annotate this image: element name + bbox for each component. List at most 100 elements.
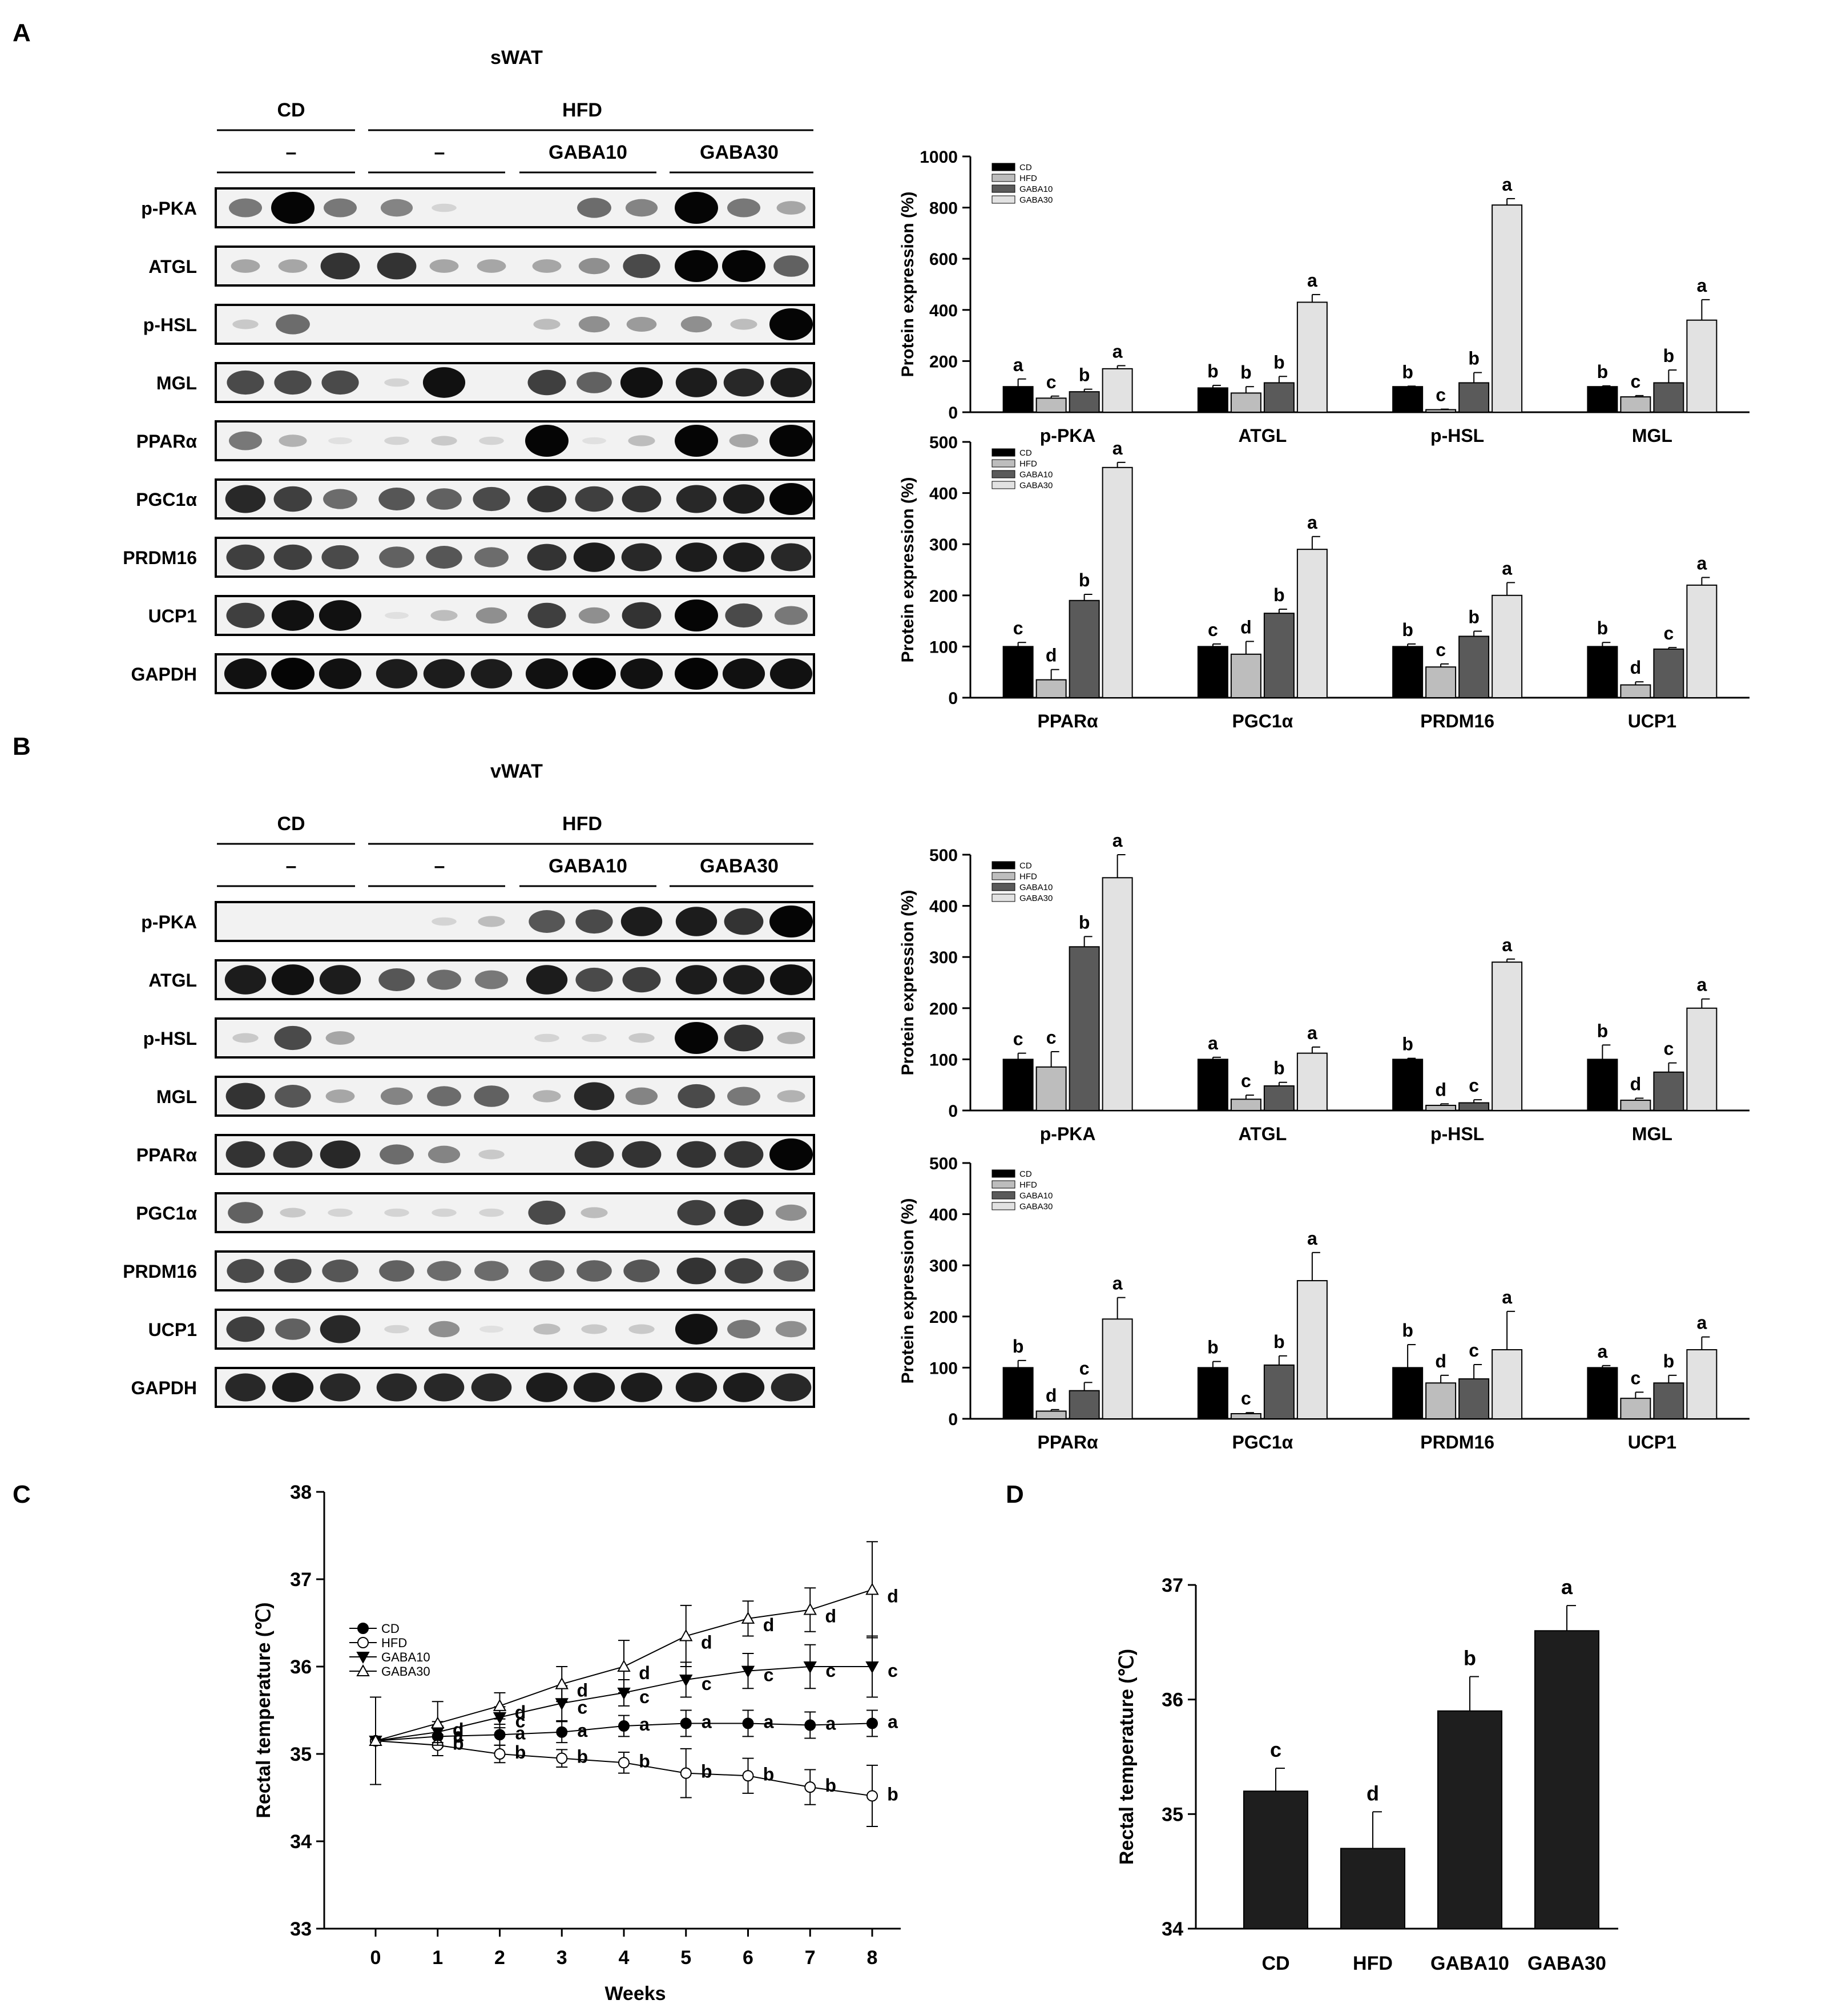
x-category-label: MGL <box>1632 425 1672 446</box>
header-gaba30-label: GABA30 <box>700 142 779 163</box>
blot-band <box>280 1208 306 1218</box>
legend-swatch <box>991 470 1015 478</box>
blot-band <box>328 1208 353 1217</box>
significance-letter: a <box>1696 553 1707 573</box>
blot-band <box>428 1321 460 1338</box>
data-point <box>803 1603 817 1615</box>
blot-band <box>527 602 566 629</box>
blot-band <box>730 319 757 330</box>
significance-letter: a <box>1112 438 1123 458</box>
blot-band <box>474 1085 509 1107</box>
significance-letter: d <box>1630 1073 1642 1094</box>
data-point <box>357 1637 369 1648</box>
legend-label: CD <box>1019 861 1032 871</box>
panel-a-top-bar-chart: 0 200 400 600 800 1000 Protein expression (%) C… <box>898 148 1750 446</box>
bar <box>1296 1052 1328 1111</box>
blot-band <box>769 964 813 995</box>
legend-label: GABA30 <box>1019 481 1053 490</box>
bar <box>1492 594 1523 699</box>
blot-row: GAPDH <box>131 1367 815 1408</box>
significance-letter: b <box>1663 345 1675 366</box>
legend-label: GABA30 <box>381 1664 430 1679</box>
y-tick-label: 500 <box>929 846 958 865</box>
blot-band <box>426 546 462 569</box>
blot-band <box>376 659 418 689</box>
blot-band <box>275 1318 311 1340</box>
significance-letter: c <box>1013 1029 1023 1049</box>
blot-row: UCP1 <box>148 1309 815 1350</box>
blot-band <box>227 1258 264 1283</box>
y-tick-label: 400 <box>929 1206 958 1225</box>
blot-row: p-PKA <box>141 187 815 228</box>
bar <box>1425 1105 1457 1112</box>
blot-band <box>427 1261 461 1281</box>
blot-band <box>729 434 759 448</box>
significance-letter: a <box>1307 270 1317 291</box>
panel-d-bar-chart: 34 35 36 37 Rectal temperature (℃) c CD d HFD b GA… <box>1116 1575 1618 1974</box>
significance-letter: b <box>1402 1034 1413 1055</box>
blot-band <box>622 1141 662 1168</box>
blot-band <box>526 1373 568 1402</box>
blot-band <box>573 658 616 690</box>
blot-band <box>769 1138 813 1170</box>
panel-b-top-bar-chart: 0 100 200 300 400 500 Protein expression (%) CD… <box>898 830 1750 1144</box>
blot-row: GAPDH <box>131 653 815 694</box>
blot-band <box>226 602 265 629</box>
y-tick-label: 0 <box>948 1102 958 1121</box>
x-category-label: p-PKA <box>1040 425 1096 446</box>
significance-letter: a <box>888 1711 898 1732</box>
bar <box>1002 386 1034 413</box>
blot-row-label: p-HSL <box>143 1028 197 1049</box>
panel-a-bottom-bar-chart: 0 100 200 300 400 500 Protein expression (%) CD… <box>898 433 1750 731</box>
bar <box>1686 1349 1718 1420</box>
header-hfd-dash: – <box>434 855 445 877</box>
blot-band <box>323 489 357 509</box>
panel-a-letter: A <box>13 19 31 47</box>
blot-band <box>620 367 663 398</box>
significance-letter: b <box>1273 1331 1285 1352</box>
bar <box>1620 1398 1651 1419</box>
legend-label: HFD <box>1019 459 1037 469</box>
significance-letter: c <box>1046 1027 1057 1048</box>
bar <box>1263 1085 1295 1111</box>
significance-letter: c <box>1663 1039 1674 1059</box>
bar <box>1243 1790 1308 1929</box>
y-tick-label: 500 <box>929 1154 958 1173</box>
significance-letter: c <box>1469 1075 1479 1096</box>
data-point <box>680 1767 692 1779</box>
blot-band <box>325 1031 355 1045</box>
significance-letter: c <box>1013 618 1023 638</box>
data-point <box>866 1790 878 1802</box>
blot-band <box>431 436 457 446</box>
x-axis-label: Weeks <box>604 1983 666 2005</box>
blot-band <box>225 1083 265 1110</box>
x-tick-label: 7 <box>805 1947 816 1969</box>
significance-letter: b <box>1079 365 1090 385</box>
data-point <box>556 1752 568 1764</box>
blot-band <box>575 909 613 934</box>
blot-band <box>529 910 565 933</box>
data-point <box>556 1726 568 1738</box>
line-series: d d d d d d d d <box>369 1541 898 1785</box>
significance-letter: c <box>1270 1738 1281 1761</box>
legend-swatch <box>991 163 1015 171</box>
blot-band <box>675 599 718 631</box>
blot-band <box>677 1200 716 1226</box>
bar <box>1102 877 1133 1111</box>
legend-label: CD <box>1019 163 1032 172</box>
blot-row: p-HSL <box>143 1017 815 1059</box>
blot-band <box>676 1257 716 1285</box>
data-point <box>804 1719 816 1731</box>
blot-row: PGC1α <box>136 1192 815 1233</box>
significance-letter: c <box>1436 385 1446 405</box>
significance-letter: d <box>825 1606 836 1627</box>
blot-band <box>527 544 567 571</box>
data-point <box>618 1720 630 1732</box>
blot-band <box>273 1141 313 1168</box>
legend-swatch <box>991 448 1015 457</box>
blot-band <box>228 1202 263 1224</box>
bar <box>1458 1378 1490 1420</box>
blot-band <box>432 917 457 926</box>
significance-letter: d <box>453 1719 464 1740</box>
